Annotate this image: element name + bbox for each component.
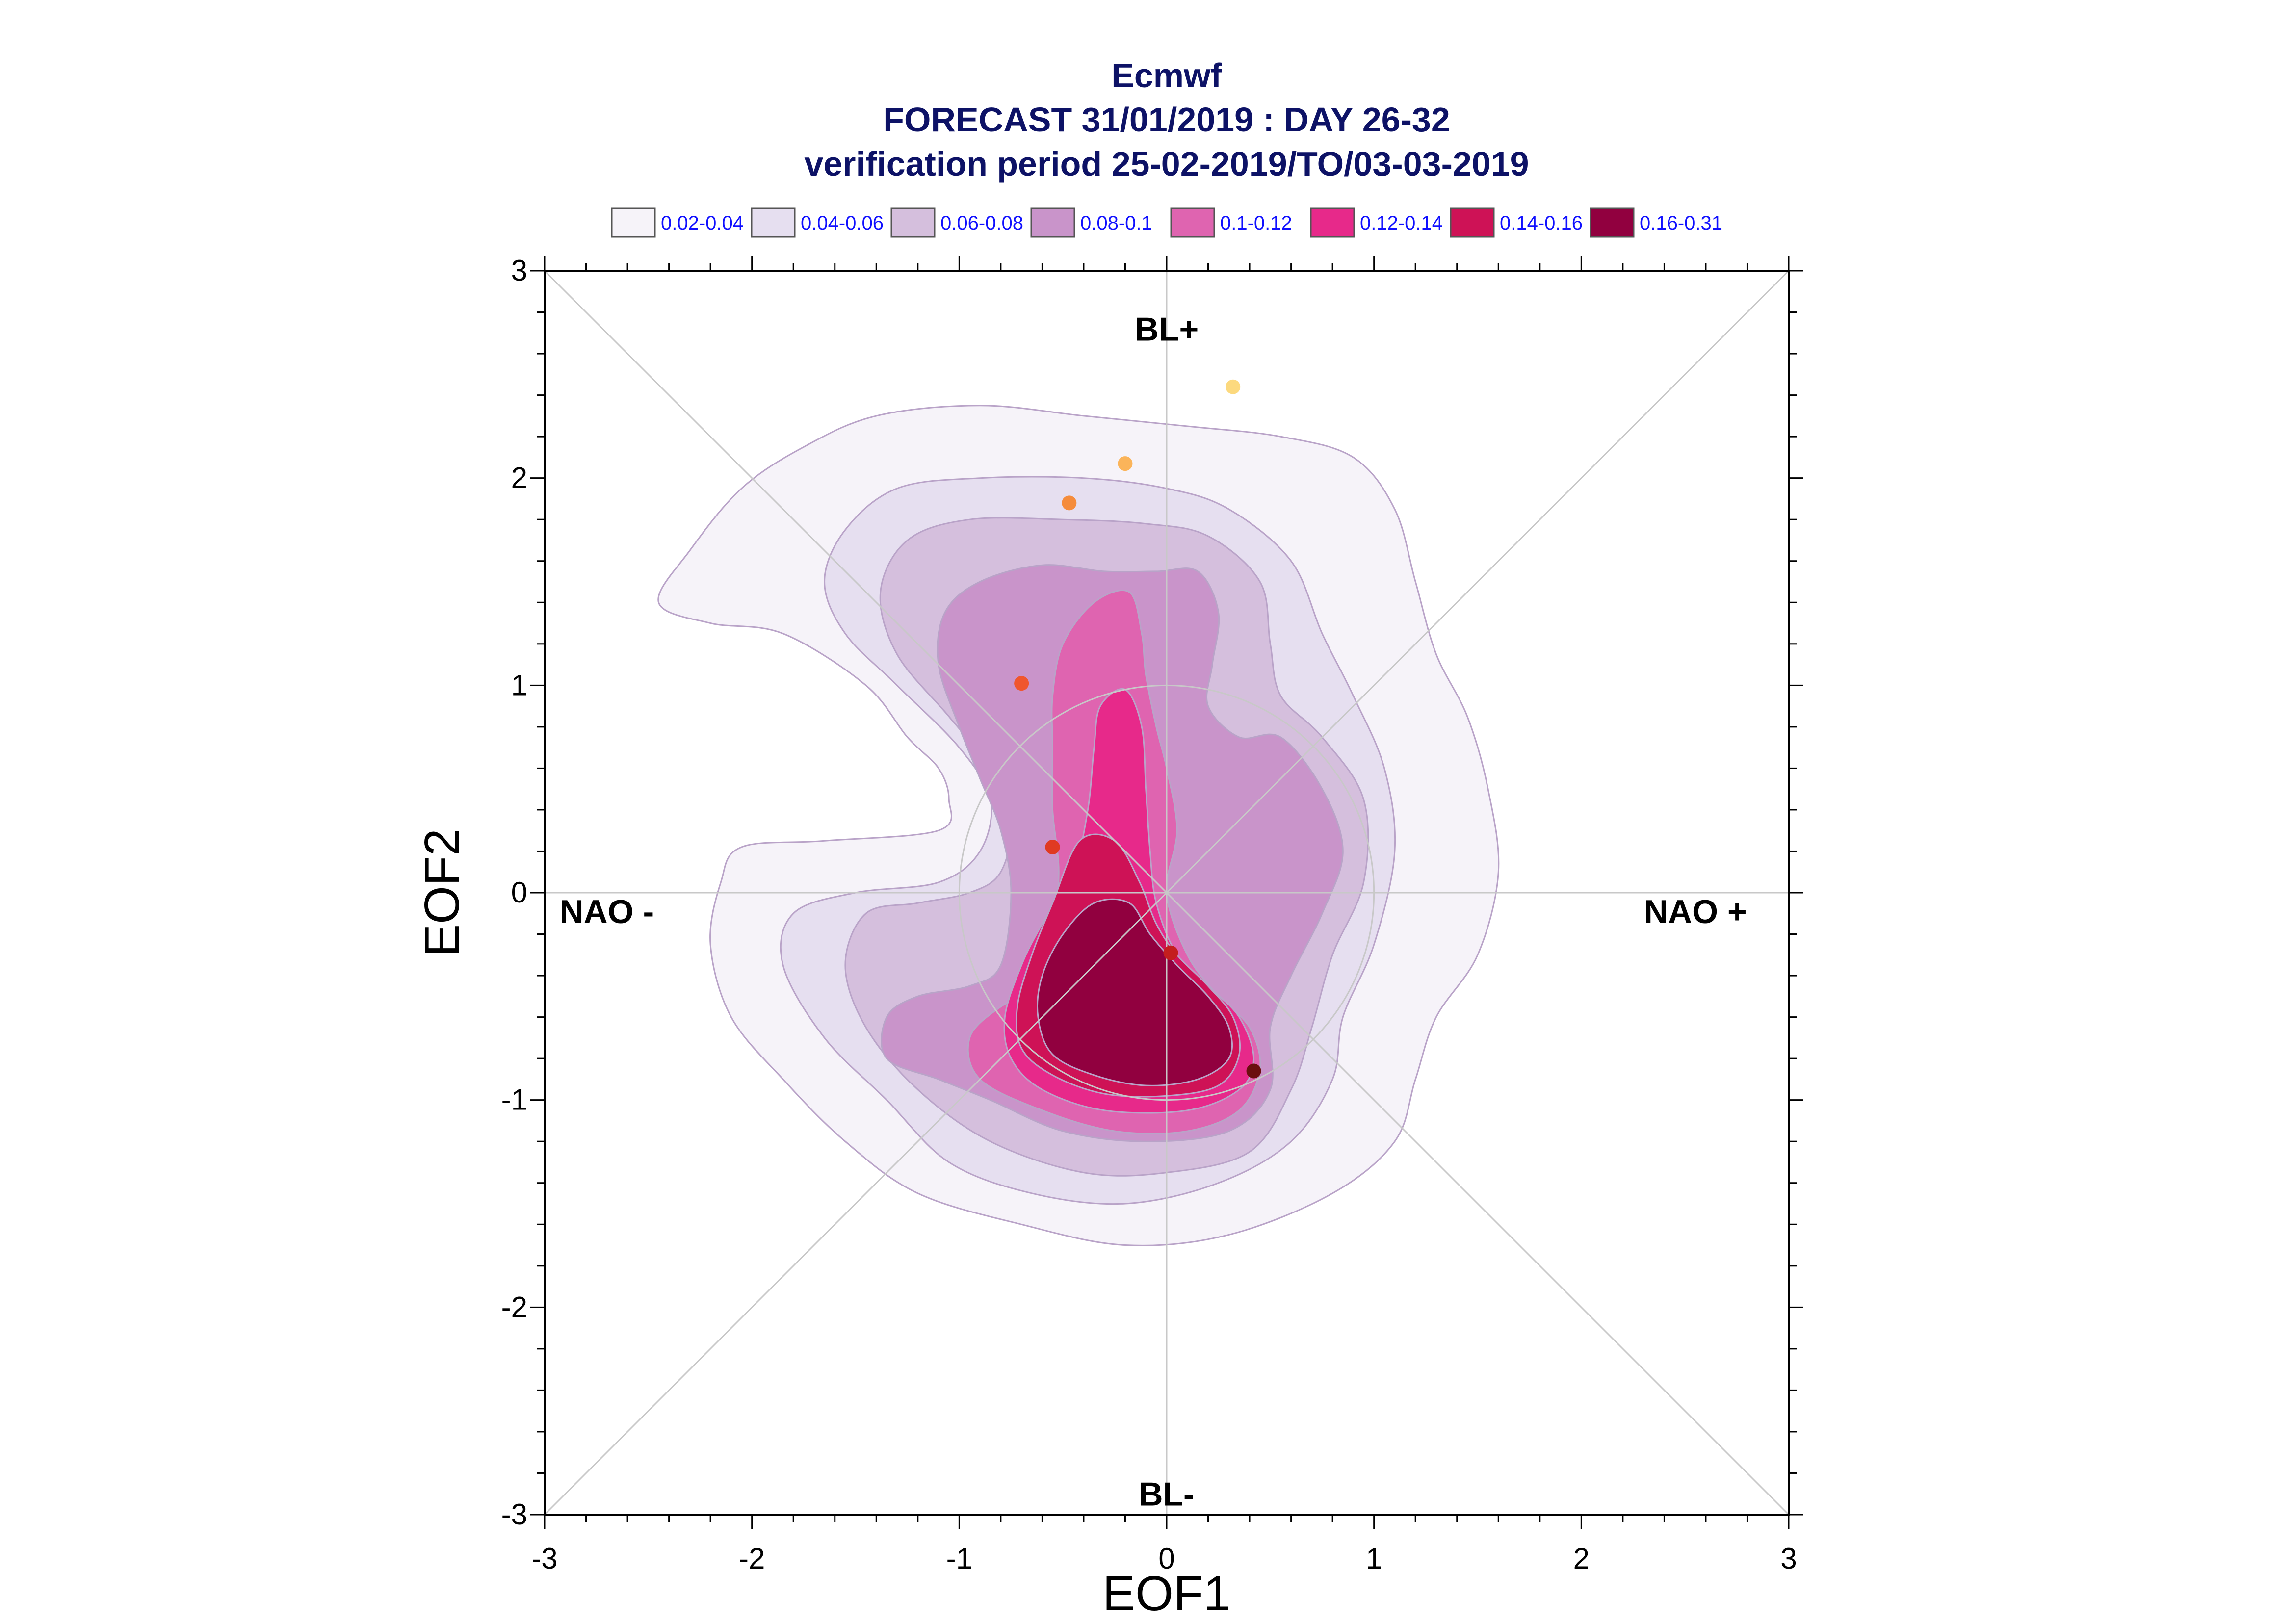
legend-label-6: 0.14-0.16 bbox=[1500, 212, 1583, 234]
legend-swatch-1 bbox=[751, 207, 796, 238]
legend-label-1: 0.04-0.06 bbox=[801, 212, 884, 234]
guide-lines bbox=[544, 270, 1790, 1516]
x-tick-label: 2 bbox=[1573, 1542, 1590, 1575]
contour-fills bbox=[657, 405, 1500, 1246]
chart-title: Ecmwf FORECAST 31/01/2019 : DAY 26-32 ve… bbox=[804, 56, 1529, 183]
legend-label-3: 0.08-0.1 bbox=[1080, 212, 1152, 234]
legend-swatch-3 bbox=[1030, 207, 1075, 238]
legend-swatch-4 bbox=[1170, 207, 1215, 238]
trajectory-point-5 bbox=[1045, 840, 1060, 855]
y-tick-label: 1 bbox=[511, 669, 527, 701]
y-tick-label: 2 bbox=[511, 462, 527, 494]
y-tick-label: 0 bbox=[511, 876, 527, 909]
y-tick-label: -3 bbox=[501, 1498, 527, 1531]
legend-swatch-2 bbox=[890, 207, 936, 238]
x-tick-label: 1 bbox=[1366, 1542, 1382, 1575]
title-line-3: verification period 25-02-2019/TO/03-03-… bbox=[804, 145, 1529, 183]
x-axis-label: EOF1 bbox=[1102, 1566, 1230, 1621]
legend-swatch-0 bbox=[611, 207, 656, 238]
trajectory-point-3 bbox=[1062, 495, 1077, 511]
legend-swatch-7 bbox=[1590, 207, 1635, 238]
trajectory-point-1 bbox=[1226, 379, 1241, 394]
region-label-1: BL- bbox=[1139, 1476, 1194, 1513]
trajectory-point-2 bbox=[1118, 456, 1133, 471]
title-line-2: FORECAST 31/01/2019 : DAY 26-32 bbox=[883, 101, 1450, 139]
legend-label-0: 0.02-0.04 bbox=[661, 212, 744, 234]
region-label-0: BL+ bbox=[1135, 310, 1199, 348]
legend-label-4: 0.1-0.12 bbox=[1220, 212, 1292, 234]
x-tick-label: -2 bbox=[739, 1542, 765, 1575]
trajectory-points bbox=[1014, 379, 1261, 1079]
axis-ticks: -3-3 -2 -2 -1 -1 0 0 1 1 2 2 3 3 bbox=[501, 254, 1803, 1575]
legend-label-7: 0.16-0.31 bbox=[1640, 212, 1722, 234]
legend: 0.02-0.04 0.04-0.06 0.06-0.08 0.08-0.1 0.1-0… bbox=[611, 207, 1722, 238]
region-label-3: NAO + bbox=[1644, 893, 1747, 930]
x-tick-label: -3 bbox=[531, 1542, 557, 1575]
x-tick-label: 0 bbox=[1158, 1542, 1174, 1575]
trajectory-point-4 bbox=[1014, 676, 1029, 691]
legend-swatch-5 bbox=[1310, 207, 1355, 238]
legend-label-2: 0.06-0.08 bbox=[940, 212, 1023, 234]
legend-swatch-6 bbox=[1450, 207, 1495, 238]
x-tick-label: 3 bbox=[1780, 1542, 1797, 1575]
region-labels: BL+ BL- NAO - NAO + bbox=[559, 310, 1747, 1513]
legend-label-5: 0.12-0.14 bbox=[1360, 212, 1443, 234]
trajectory-point-7 bbox=[1246, 1063, 1261, 1079]
y-tick-label: -1 bbox=[501, 1083, 527, 1116]
reference-circle bbox=[958, 684, 1375, 1101]
y-tick-label: 3 bbox=[511, 254, 527, 287]
contour-level-7 bbox=[1037, 898, 1233, 1086]
y-tick-label: -2 bbox=[501, 1290, 527, 1323]
region-label-2: NAO - bbox=[559, 893, 654, 930]
plot-area: BL+ BL- NAO - NAO + -3-3 -2 -2 -1 -1 0 0 1 1 2 2 3 3 bbox=[501, 254, 1803, 1575]
x-tick-label: -1 bbox=[946, 1542, 972, 1575]
y-axis-label: EOF2 bbox=[415, 828, 469, 956]
title-line-1: Ecmwf bbox=[1111, 56, 1222, 95]
trajectory-point-6 bbox=[1163, 945, 1178, 960]
